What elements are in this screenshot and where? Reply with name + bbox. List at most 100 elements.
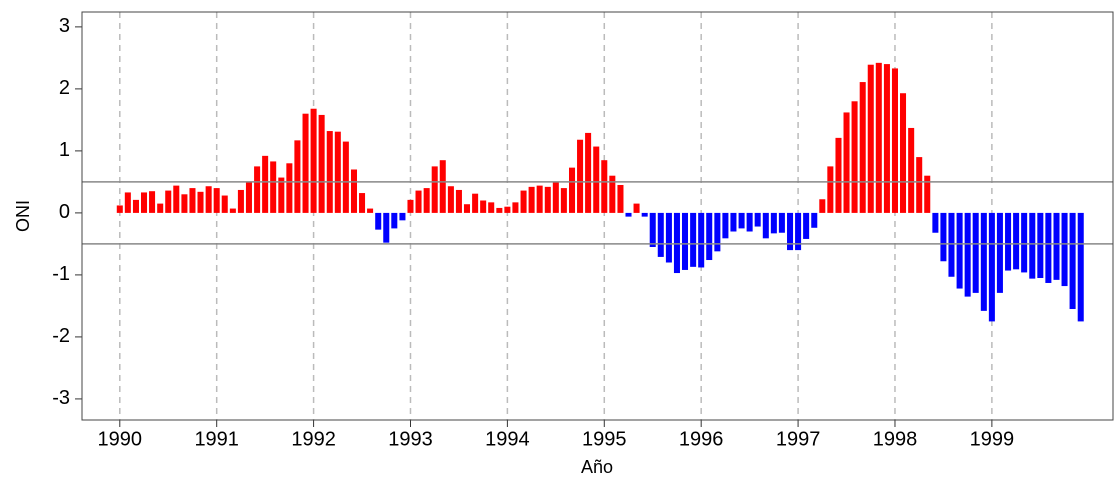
- x-tick-label: 1992: [291, 428, 336, 450]
- bar: [972, 212, 979, 293]
- bar: [681, 212, 689, 270]
- x-tick-label: 1991: [194, 428, 239, 450]
- bar: [359, 193, 366, 213]
- bar: [1045, 212, 1052, 283]
- bar: [294, 140, 301, 213]
- bar: [367, 208, 374, 213]
- bar: [787, 212, 794, 251]
- bar: [1037, 212, 1044, 279]
- x-tick-label: 1997: [776, 428, 821, 450]
- bar: [488, 202, 495, 213]
- bar: [690, 212, 697, 267]
- bar: [480, 200, 487, 213]
- bar: [641, 212, 648, 217]
- bar: [803, 212, 810, 239]
- bar: [875, 62, 882, 213]
- bar: [270, 161, 277, 213]
- y-axis-label: ONI: [13, 200, 33, 232]
- bar: [649, 212, 656, 248]
- bar: [181, 194, 188, 213]
- x-tick-label: 1998: [873, 428, 918, 450]
- bar: [447, 186, 454, 213]
- x-tick-label: 1993: [388, 428, 433, 450]
- bar: [770, 212, 777, 234]
- bar: [496, 207, 503, 213]
- bar: [254, 166, 261, 213]
- bar: [633, 203, 640, 213]
- bar: [657, 212, 664, 257]
- y-tick-label: -1: [52, 263, 70, 285]
- x-tick-label: 1990: [98, 428, 143, 450]
- bar: [1053, 212, 1060, 280]
- bar: [472, 193, 479, 213]
- bar: [391, 212, 398, 229]
- bar: [262, 155, 269, 213]
- bar: [350, 169, 358, 213]
- bar: [996, 212, 1003, 293]
- bar: [601, 160, 608, 213]
- bar: [964, 212, 971, 297]
- bar: [504, 206, 511, 213]
- bar: [237, 189, 244, 213]
- bar: [819, 199, 826, 213]
- bar: [173, 185, 180, 213]
- bar: [867, 64, 874, 213]
- bar: [124, 192, 131, 213]
- bar: [157, 203, 164, 213]
- bar: [746, 212, 753, 232]
- y-tick-label: 1: [59, 139, 70, 161]
- bar: [520, 190, 527, 213]
- y-tick-label: 0: [59, 201, 70, 223]
- bar: [924, 175, 931, 213]
- bar: [375, 212, 382, 230]
- bar: [762, 212, 769, 239]
- bar: [908, 127, 915, 213]
- bar: [197, 191, 204, 213]
- bar: [835, 137, 842, 213]
- y-tick-label: 2: [59, 77, 70, 99]
- bar: [205, 186, 212, 213]
- bar: [463, 204, 470, 213]
- bar: [213, 188, 220, 213]
- bar: [528, 186, 535, 213]
- bar: [229, 208, 236, 213]
- bar: [940, 212, 947, 262]
- bar: [431, 166, 438, 213]
- bar: [754, 212, 761, 227]
- bar: [455, 189, 462, 213]
- bar: [286, 163, 293, 213]
- bar: [415, 190, 422, 213]
- x-axis-label: Año: [581, 457, 613, 477]
- bar: [1061, 212, 1068, 287]
- bar: [165, 190, 172, 213]
- bar: [722, 212, 729, 239]
- bar: [859, 82, 866, 213]
- bar: [698, 212, 705, 268]
- bar: [1077, 212, 1084, 322]
- bar: [577, 139, 584, 213]
- bar: [673, 212, 680, 274]
- bar: [609, 175, 616, 213]
- bar: [593, 146, 600, 213]
- bar: [568, 167, 576, 213]
- bar: [544, 186, 551, 213]
- x-tick-label: 1999: [970, 428, 1015, 450]
- bar: [245, 181, 252, 213]
- bar: [318, 114, 325, 213]
- bar: [132, 199, 139, 213]
- bar: [140, 192, 148, 213]
- bar: [891, 68, 898, 213]
- bar: [948, 212, 955, 277]
- bar: [585, 132, 592, 213]
- bar: [1013, 212, 1020, 270]
- bar: [399, 212, 406, 221]
- bar: [883, 64, 890, 213]
- x-tick-label: 1995: [582, 428, 627, 450]
- bar: [665, 212, 672, 263]
- bar: [988, 212, 995, 322]
- bar: [423, 188, 430, 213]
- bar: [843, 112, 850, 213]
- plot-frame: [81, 11, 1114, 421]
- y-tick-label: -3: [52, 387, 70, 409]
